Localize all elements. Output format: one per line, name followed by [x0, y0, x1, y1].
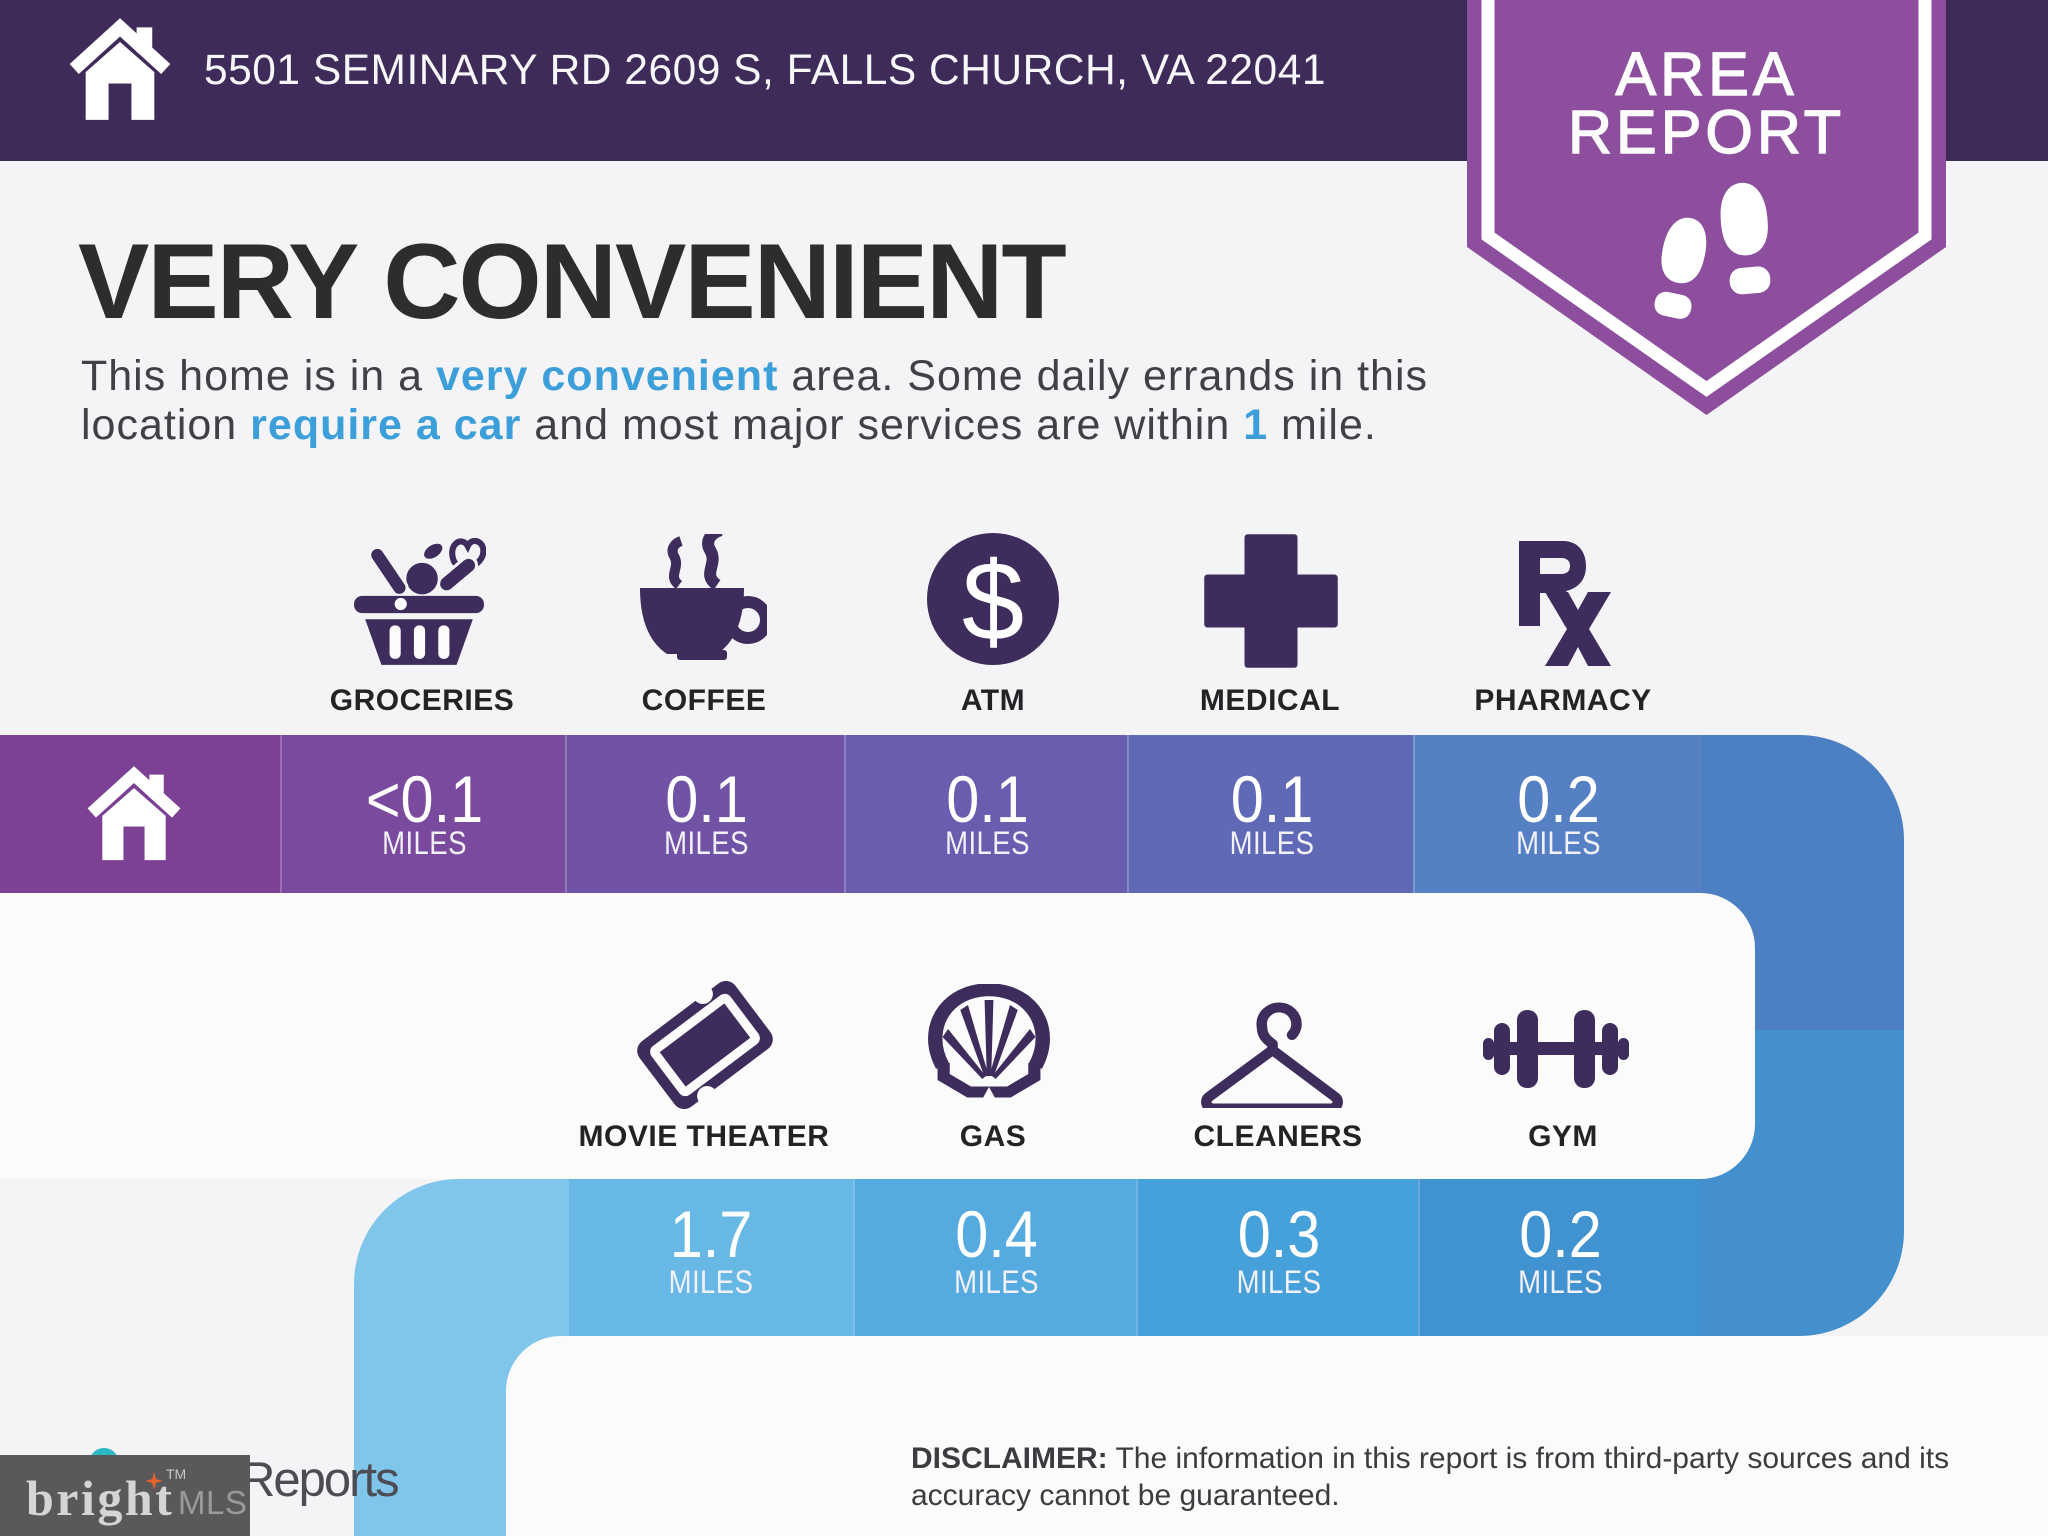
- svg-text:REPORT: REPORT: [1568, 98, 1845, 166]
- svg-text:AREA: AREA: [1615, 40, 1797, 108]
- svg-text:$: $: [962, 539, 1024, 664]
